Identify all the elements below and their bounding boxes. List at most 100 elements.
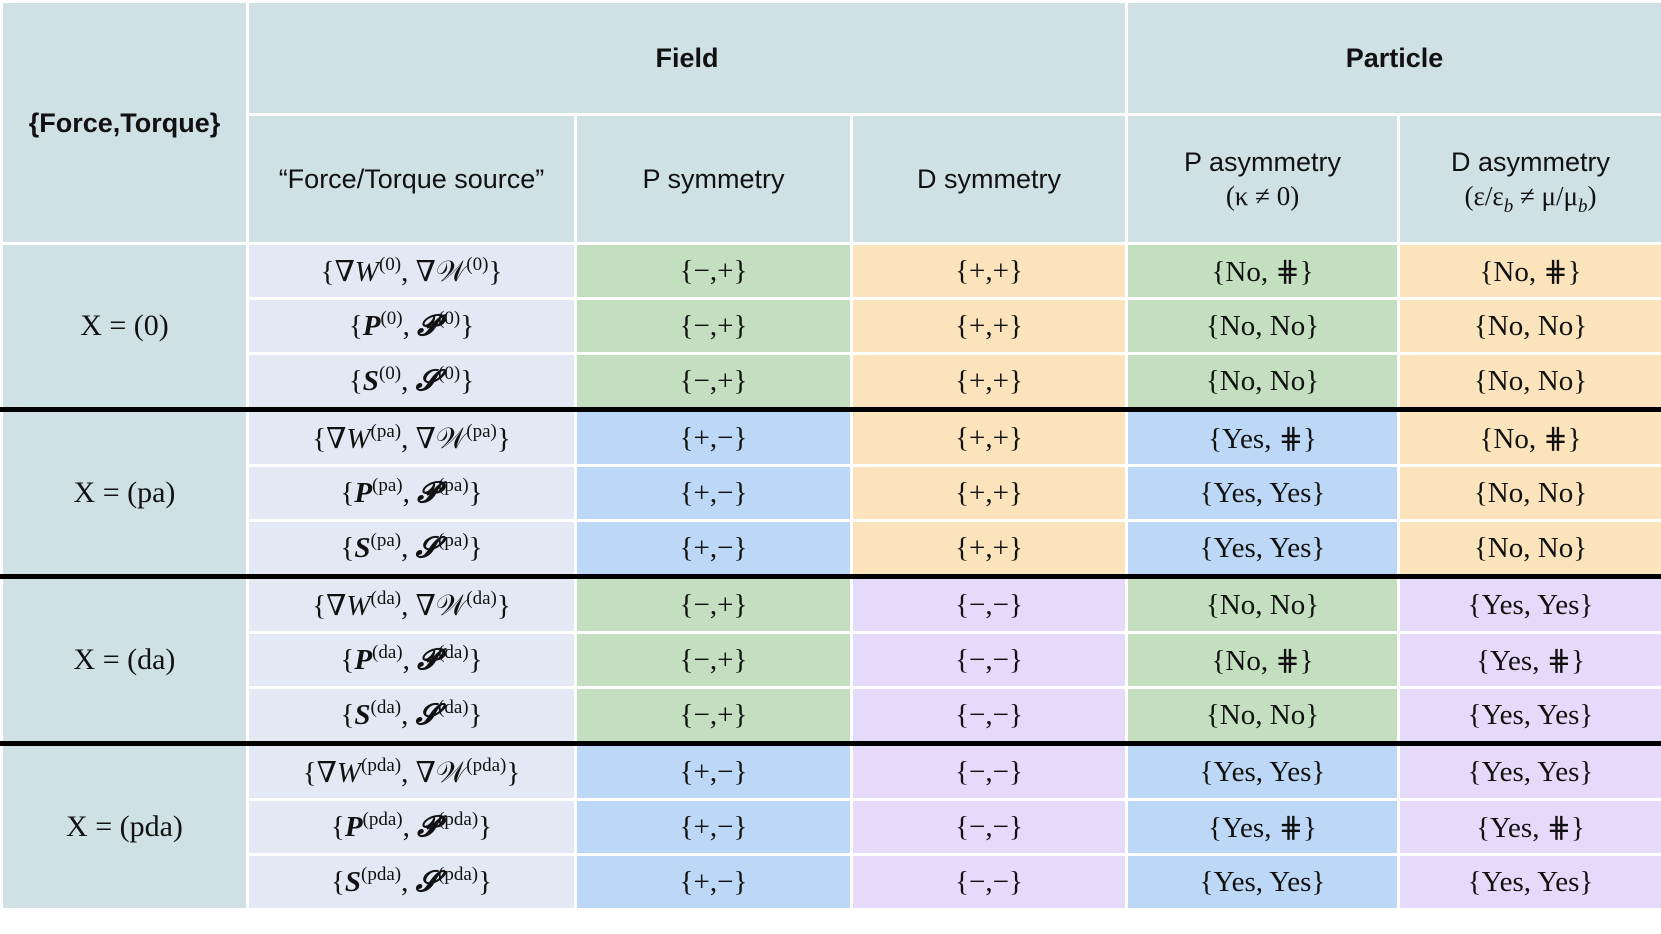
p-asymmetry-cell: {Yes, ⋕} bbox=[1125, 798, 1401, 856]
superscript-label: (pa) bbox=[466, 420, 497, 442]
table-row: X = (pda) {∇W(pda), ∇𝒲(pda)} {+,−} {−,−} {Ye… bbox=[0, 741, 1661, 911]
source-symbol: { bbox=[320, 255, 335, 288]
d-symmetry-header: D symmetry bbox=[849, 113, 1129, 245]
table-row: {P(pda), 𝓟(pda)} {+,−} {−,−} {Yes, ⋕} {Yes, … bbox=[2, 798, 1661, 856]
p-asymmetry-cell: {No, ⋕} bbox=[1125, 242, 1401, 300]
p-asymmetry-cell: {No, No} bbox=[1125, 574, 1401, 634]
d-asymmetry-condition: (ε/εb ≠ μ/μb) bbox=[1464, 181, 1597, 217]
p-symmetry-header: P symmetry bbox=[574, 113, 853, 245]
d-symmetry-cell: {−,−} bbox=[849, 631, 1129, 689]
source-symbol: ∇W bbox=[334, 255, 379, 288]
source-cell: {∇W(da), ∇𝒲(da)} bbox=[246, 574, 577, 634]
particle-header: Particle bbox=[1125, 0, 1661, 116]
table-row: X = (0) {∇W(0), ∇𝒲(0)} {−,+} {+,+} {No, ⋕} {N… bbox=[0, 242, 1661, 411]
p-asymmetry-header: P asymmetry (κ ≠ 0) bbox=[1125, 113, 1401, 245]
superscript-label: (pda) bbox=[438, 863, 479, 885]
p-asymmetry-cell: {No, ⋕} bbox=[1125, 631, 1401, 689]
p-asymmetry-cell: {No, No} bbox=[1125, 686, 1401, 745]
superscript-label: (pda) bbox=[361, 863, 402, 885]
table-row: {P(da), 𝓟(da)} {−,+} {−,−} {No, ⋕} {Yes, ⋕} bbox=[2, 631, 1661, 689]
d-asymmetry-cell: {No, No} bbox=[1397, 297, 1661, 355]
p-symmetry-cell: {+,−} bbox=[574, 853, 853, 911]
group-label: X = (0) bbox=[0, 242, 249, 411]
superscript-label: (0) bbox=[378, 362, 402, 384]
source-cell: {P(da), 𝓟(da)} bbox=[246, 631, 577, 689]
d-symmetry-cell: {−,−} bbox=[849, 574, 1129, 634]
source-symbol: { bbox=[340, 698, 355, 731]
source-symbol: S bbox=[344, 865, 361, 898]
source-symbol: S bbox=[354, 531, 371, 564]
p-asymmetry-title: P asymmetry bbox=[1184, 147, 1342, 177]
p-symmetry-cell: {+,−} bbox=[574, 741, 853, 801]
source-symbol: , bbox=[402, 643, 418, 676]
source-symbol: } bbox=[496, 422, 511, 455]
source-symbol: , bbox=[402, 476, 418, 509]
source-symbol: 𝓢 bbox=[415, 865, 439, 898]
table-row: X = (pa) {∇W(pa), ∇𝒲(pa)} {+,−} {+,+} {Yes, … bbox=[0, 407, 1661, 578]
table-row: {S(0), 𝓢(0)} {−,+} {+,+} {No, No} {No, No} bbox=[2, 352, 1661, 411]
source-cell: {∇W(pda), ∇𝒲(pda)} bbox=[246, 741, 577, 801]
p-asymmetry-cell: {No, No} bbox=[1125, 297, 1401, 355]
source-symbol: { bbox=[312, 422, 327, 455]
table-row: {S(pda), 𝓢(pda)} {+,−} {−,−} {Yes, Yes} {Yes… bbox=[2, 853, 1661, 911]
superscript-label: (pda) bbox=[466, 754, 507, 776]
p-asymmetry-cell: {Yes, Yes} bbox=[1125, 853, 1401, 911]
table-row: X = (da) {∇W(da), ∇𝒲(da)} {−,+} {−,−} {No, N… bbox=[0, 574, 1661, 745]
corner-header: {Force,Torque} bbox=[0, 0, 249, 245]
subscript-b: b bbox=[1577, 196, 1588, 217]
source-symbol: 𝓢 bbox=[415, 364, 439, 397]
table-row: {P(pa), 𝓟(pa)} {+,−} {+,+} {Yes, Yes} {No, N… bbox=[2, 464, 1661, 522]
source-symbol: , bbox=[401, 865, 416, 898]
d-asymmetry-cell: {Yes, Yes} bbox=[1397, 574, 1661, 634]
d-symmetry-cell: {+,+} bbox=[849, 464, 1129, 522]
superscript-label: (pa) bbox=[372, 474, 403, 496]
p-asymmetry-cell: {Yes, Yes} bbox=[1125, 519, 1401, 578]
p-symmetry-cell: {−,+} bbox=[574, 631, 853, 689]
source-symbol: { bbox=[330, 810, 345, 843]
superscript-label: (da) bbox=[438, 641, 469, 663]
p-symmetry-cell: {−,+} bbox=[574, 686, 853, 745]
p-asymmetry-cell: {Yes, ⋕} bbox=[1125, 407, 1401, 467]
source-symbol: } bbox=[506, 756, 521, 789]
superscript-label: (pda) bbox=[362, 808, 403, 830]
source-symbol: ∇𝒲 bbox=[415, 422, 467, 455]
source-symbol: } bbox=[468, 476, 483, 509]
source-symbol: { bbox=[348, 309, 363, 342]
source-symbol: ∇W bbox=[326, 589, 371, 622]
source-cell: {∇W(pa), ∇𝒲(pa)} bbox=[246, 407, 577, 467]
table-row: {P(0), 𝓟(0)} {−,+} {+,+} {No, No} {No, No} bbox=[2, 297, 1661, 355]
table-row: {S(da), 𝓢(da)} {−,+} {−,−} {No, No} {Yes, Ye… bbox=[2, 686, 1661, 745]
source-cell: {P(0), 𝓟(0)} bbox=[246, 297, 577, 355]
d-asymmetry-title: D asymmetry bbox=[1451, 147, 1611, 177]
source-symbol: ∇𝒲 bbox=[415, 756, 467, 789]
source-symbol: , bbox=[401, 364, 416, 397]
source-symbol: { bbox=[330, 865, 345, 898]
superscript-label: (da) bbox=[438, 696, 469, 718]
d-asymmetry-cell: {Yes, ⋕} bbox=[1397, 631, 1661, 689]
superscript-label: (0) bbox=[466, 253, 489, 275]
source-symbol: { bbox=[302, 756, 317, 789]
source-symbol: } bbox=[488, 255, 503, 288]
d-asymmetry-cell: {No, ⋕} bbox=[1397, 242, 1661, 300]
p-asymmetry-cell: {No, No} bbox=[1125, 352, 1401, 411]
subscript-b: b bbox=[1503, 196, 1514, 217]
source-symbol: ∇W bbox=[326, 422, 371, 455]
source-symbol: ∇𝒲 bbox=[415, 589, 467, 622]
superscript-label: (0) bbox=[378, 253, 402, 275]
d-asymmetry-cell: {Yes, Yes} bbox=[1397, 686, 1661, 745]
d-asymmetry-cell: {No, No} bbox=[1397, 352, 1661, 411]
source-symbol: P bbox=[354, 476, 373, 509]
source-symbol: } bbox=[478, 865, 493, 898]
p-symmetry-cell: {−,+} bbox=[574, 242, 853, 300]
superscript-label: (pda) bbox=[361, 754, 402, 776]
source-symbol: , bbox=[401, 422, 416, 455]
p-symmetry-cell: {−,+} bbox=[574, 297, 853, 355]
d-asymmetry-cell: {No, No} bbox=[1397, 519, 1661, 578]
source-symbol: 𝓢 bbox=[415, 698, 439, 731]
field-header: Field bbox=[245, 0, 1129, 116]
source-symbol: { bbox=[340, 476, 355, 509]
p-symmetry-cell: {−,+} bbox=[574, 574, 853, 634]
superscript-label: (da) bbox=[370, 587, 402, 609]
superscript-label: (pa) bbox=[370, 529, 402, 551]
source-cell: {P(pa), 𝓟(pa)} bbox=[246, 464, 577, 522]
